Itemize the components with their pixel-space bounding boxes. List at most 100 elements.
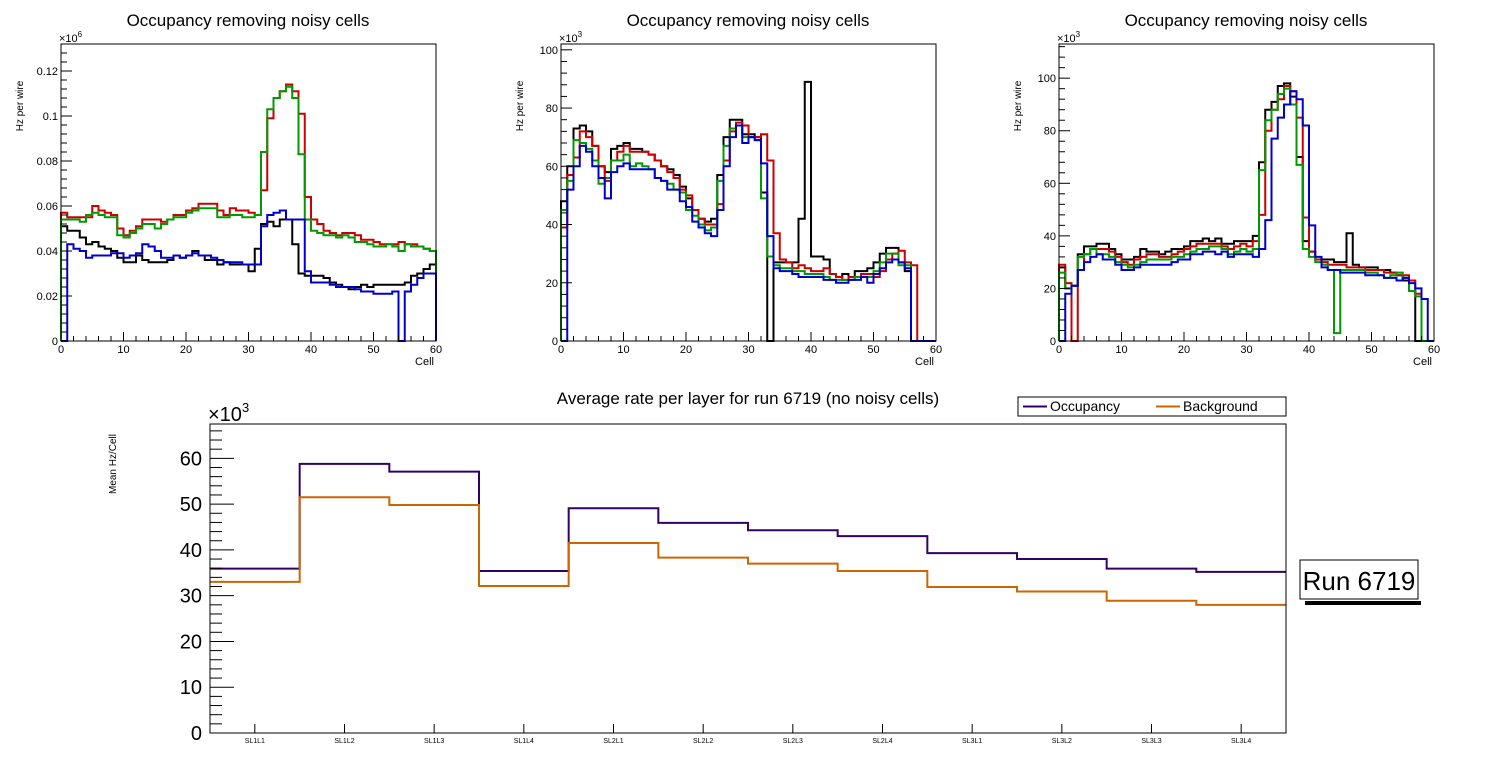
series-line-layer-2: [560, 121, 936, 342]
x-tick-label: 10: [617, 344, 629, 356]
y-tick-label: 0.04: [37, 246, 58, 258]
run-label: Run 6719: [1303, 566, 1416, 596]
y-multiplier-base: ×10: [1057, 33, 1076, 45]
y-multiplier-base: ×10: [208, 404, 242, 426]
y-tick-label: 20: [546, 278, 558, 290]
x-category-label: SL2L2: [693, 738, 713, 745]
histogram-panel-1: Occupancy removing noisy cells 0 10 20 30 40 5…: [15, 11, 442, 368]
y-tick-label: 100: [1038, 73, 1056, 85]
x-tick-label: 50: [1365, 344, 1377, 356]
run-box: [1299, 559, 1419, 600]
chart-title: Occupancy removing noisy cells: [1125, 11, 1368, 30]
plot-frame: [560, 43, 937, 342]
plot-frame: [1058, 43, 1435, 342]
x-tick-label: 50: [367, 344, 379, 356]
y-multiplier: ×103: [208, 400, 249, 426]
y-tick-label: 50: [180, 494, 202, 516]
x-tick-label: 10: [117, 344, 129, 356]
plot-frame: [60, 43, 437, 342]
y-tick-label: 0.06: [37, 201, 58, 213]
y-tick-label: 60: [180, 448, 202, 470]
histogram-panel-2: Occupancy removing noisy cells 0 10 20 30 40 5…: [515, 11, 942, 368]
legend-label: Background: [1183, 398, 1258, 414]
y-tick-label: 30: [180, 586, 202, 608]
x-tick-label: 30: [1240, 344, 1252, 356]
y-tick-label: 60: [546, 161, 558, 173]
x-category-label: SL2L3: [783, 738, 803, 745]
y-tick-label: 60: [1044, 178, 1056, 190]
x-tick-label: 30: [242, 344, 254, 356]
y-tick-label: 20: [180, 631, 202, 653]
x-tick-label: 20: [180, 344, 192, 356]
y-multiplier-exp: 3: [1076, 30, 1081, 39]
y-tick-label: 0: [1050, 336, 1056, 348]
series-line-layer-4: [1059, 90, 1434, 342]
y-multiplier-base: ×10: [559, 33, 578, 45]
x-tick-label: 20: [680, 344, 692, 356]
x-tick-label: 40: [305, 344, 317, 356]
series-line-layer-4: [561, 124, 936, 342]
y-axis-title: Hz per wire: [515, 80, 526, 131]
x-category-label: SL3L2: [1052, 738, 1072, 745]
x-tick-label: 60: [930, 344, 942, 356]
x-tick-label: 10: [1115, 344, 1127, 356]
run-label-box: Run 6719: [1299, 559, 1421, 605]
y-tick-label: 10: [180, 677, 202, 699]
chart-title: Average rate per layer for run 6719 (no …: [557, 389, 939, 408]
y-multiplier-exp: 6: [78, 30, 83, 39]
series-line-background: [210, 496, 1286, 606]
x-tick-label: 50: [867, 344, 879, 356]
series-line-layer-3: [560, 124, 936, 342]
y-tick-label: 40: [180, 540, 202, 562]
y-tick-label: 0.12: [37, 66, 58, 78]
y-tick-label: 0: [552, 336, 558, 348]
series-line-layer-3: [1058, 87, 1434, 342]
x-tick-label: 0: [58, 344, 64, 356]
x-tick-label: 40: [805, 344, 817, 356]
x-tick-label: 40: [1303, 344, 1315, 356]
y-tick-label: 0.02: [37, 291, 58, 303]
y-tick-label: 40: [546, 220, 558, 232]
x-category-label: SL1L2: [334, 738, 354, 745]
plot-frame: [209, 423, 1287, 734]
y-tick-label: 80: [546, 103, 558, 115]
x-category-label: SL3L4: [1231, 738, 1251, 745]
y-tick-label: 0.08: [37, 156, 58, 168]
y-axis-title: Hz per wire: [15, 80, 26, 131]
y-multiplier: ×103: [1057, 30, 1081, 45]
x-axis-title: Cell: [1413, 356, 1432, 368]
chart-title: Occupancy removing noisy cells: [627, 11, 870, 30]
x-axis-title: Cell: [915, 356, 934, 368]
x-tick-label: 20: [1178, 344, 1190, 356]
y-axis-title: Mean Hz/Cell: [108, 434, 119, 494]
x-tick-label: 0: [558, 344, 564, 356]
x-category-label: SL3L3: [1141, 738, 1161, 745]
y-tick-label: 20: [1044, 283, 1056, 295]
series-line-layer-1: [560, 80, 936, 342]
y-multiplier: ×106: [59, 30, 83, 45]
y-multiplier-base: ×10: [59, 33, 78, 45]
series-line-layer-1: [1058, 82, 1434, 342]
y-tick-label: 40: [1044, 231, 1056, 243]
series-line-layer-2: [1058, 85, 1434, 342]
x-tick-label: 0: [1056, 344, 1062, 356]
x-category-label: SL2L4: [872, 738, 892, 745]
legend-label: Occupancy: [1050, 398, 1120, 414]
x-category-label: SL1L3: [424, 738, 444, 745]
y-tick-label: 0.1: [43, 111, 58, 123]
x-category-label: SL1L1: [245, 738, 265, 745]
y-axis-title: Hz per wire: [1013, 80, 1024, 131]
series-line-layer-2: [60, 83, 437, 341]
x-category-label: SL2L1: [603, 738, 623, 745]
y-multiplier-exp: 3: [242, 400, 249, 415]
series-line-layer-4: [61, 209, 437, 342]
series-line-layer-3: [60, 85, 437, 341]
x-tick-label: 60: [430, 344, 442, 356]
series-line-occupancy: [210, 462, 1286, 573]
x-category-label: SL3L1: [962, 738, 982, 745]
x-tick-label: 30: [742, 344, 754, 356]
series-line-layer-1: [60, 218, 437, 341]
legend: Occupancy Background: [1017, 396, 1287, 417]
y-tick-label: 0: [191, 723, 202, 745]
